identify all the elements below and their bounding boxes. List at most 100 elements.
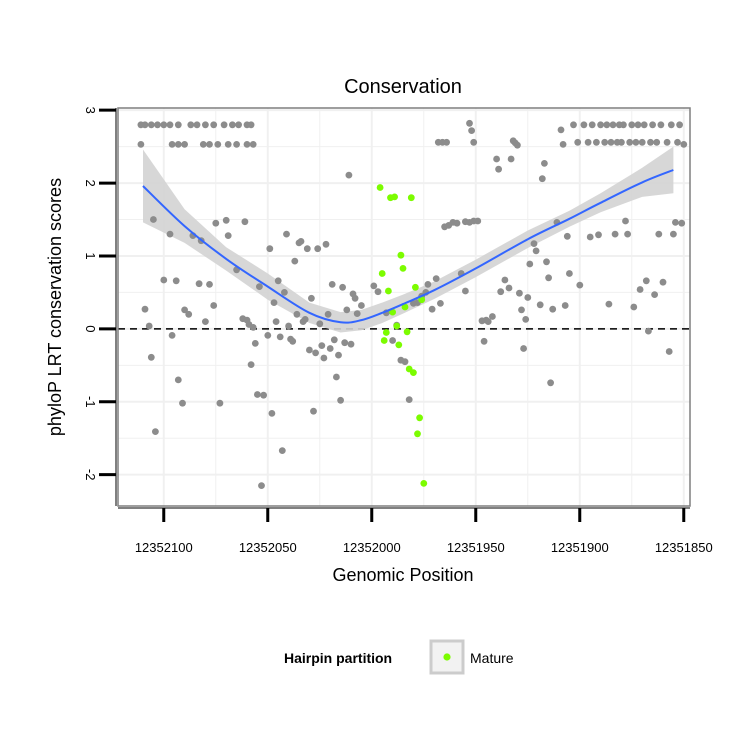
background-point: [532, 247, 540, 255]
mature-point: [416, 414, 423, 422]
legend-key-mature-point: [443, 653, 451, 661]
background-point: [291, 257, 299, 265]
background-point: [624, 230, 631, 238]
background-point: [185, 310, 193, 318]
background-point: [484, 318, 492, 325]
background-point: [514, 141, 521, 149]
background-point: [520, 345, 527, 352]
mature-point: [378, 270, 386, 277]
background-point: [166, 230, 174, 238]
background-point: [678, 219, 686, 227]
background-point: [278, 447, 286, 454]
background-point: [345, 171, 353, 179]
background-point: [306, 346, 313, 354]
background-point: [405, 396, 413, 403]
background-point: [605, 300, 613, 308]
background-point: [493, 155, 500, 163]
background-point: [289, 337, 297, 345]
background-point: [536, 301, 544, 309]
background-point: [538, 175, 546, 183]
plot-panel: [117, 107, 691, 507]
background-point: [518, 306, 525, 314]
y-axis-title: phyloP LRT conservation scores: [45, 178, 65, 436]
background-point: [462, 287, 469, 295]
background-point: [489, 313, 496, 320]
chart-title: Conservation: [344, 76, 462, 98]
background-point: [174, 141, 182, 148]
background-point: [495, 165, 502, 173]
background-point: [626, 138, 634, 146]
background-point: [443, 138, 450, 146]
background-point: [474, 217, 482, 225]
background-point: [526, 260, 534, 268]
background-point: [274, 277, 282, 285]
background-point: [588, 121, 596, 129]
background-point: [270, 299, 278, 306]
background-point: [224, 232, 232, 240]
background-point: [206, 141, 213, 148]
background-point: [181, 306, 189, 314]
background-point: [150, 216, 157, 223]
background-point: [137, 141, 145, 148]
background-point: [326, 345, 334, 352]
background-point: [320, 354, 328, 362]
background-point: [428, 305, 436, 313]
background-point: [202, 121, 209, 129]
background-point: [607, 138, 615, 146]
mature-point: [420, 480, 428, 487]
background-point: [680, 141, 688, 148]
smooth-line: [142, 169, 674, 324]
mature-point: [389, 308, 396, 316]
background-point: [576, 281, 584, 289]
background-point: [318, 342, 326, 349]
background-point: [214, 141, 222, 148]
background-point: [283, 230, 290, 238]
background-point: [609, 121, 617, 129]
background-point: [516, 289, 523, 297]
background-point: [618, 138, 625, 146]
background-point: [258, 482, 265, 489]
background-point: [341, 339, 349, 347]
background-point: [337, 396, 344, 404]
background-point: [222, 216, 230, 224]
background-point: [642, 277, 650, 285]
background-point: [358, 302, 365, 309]
background-point: [674, 138, 681, 146]
y-tick-label: 3: [83, 107, 98, 114]
y-tick-label: 0: [83, 325, 98, 332]
background-point: [653, 138, 661, 146]
background-point: [353, 310, 361, 317]
background-point: [665, 348, 673, 355]
mature-point: [395, 341, 403, 349]
background-point: [210, 121, 218, 129]
background-point: [251, 340, 259, 347]
background-point: [314, 245, 322, 253]
background-point: [141, 305, 149, 313]
background-point: [424, 281, 432, 288]
background-point: [547, 379, 554, 387]
background-point: [557, 126, 565, 134]
background-point: [659, 278, 667, 286]
background-point: [256, 283, 263, 290]
background-point: [586, 233, 594, 241]
background-point: [374, 288, 382, 296]
background-point: [249, 141, 257, 148]
mature-point: [418, 296, 426, 304]
background-point: [272, 318, 280, 325]
y-tick-label: -2: [83, 469, 98, 481]
background-point: [141, 121, 149, 129]
legend: Hairpin partition Mature: [284, 639, 514, 675]
background-point: [370, 282, 378, 290]
background-point: [224, 141, 232, 148]
legend-title: Hairpin partition: [284, 650, 392, 666]
background-point: [147, 353, 155, 361]
background-point: [168, 141, 176, 148]
background-point: [249, 324, 257, 331]
background-point: [501, 276, 509, 284]
background-point: [497, 288, 505, 296]
background-point: [468, 127, 475, 134]
background-point: [243, 141, 251, 148]
background-point: [638, 138, 646, 146]
background-point: [168, 332, 176, 339]
